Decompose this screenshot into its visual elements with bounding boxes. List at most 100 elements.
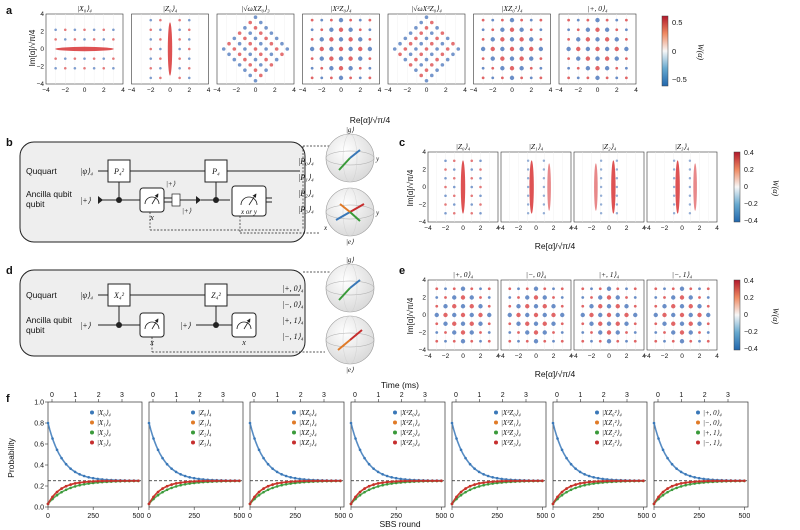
panel-a-feature-5-40 bbox=[529, 66, 533, 70]
panel-f-point-2-2-175 bbox=[280, 483, 283, 487]
panel-f-point-0-3-300 bbox=[100, 479, 104, 483]
panel-c-feature-0-3 bbox=[444, 176, 447, 180]
panel-c-xtick-3-2: 0 bbox=[680, 225, 684, 232]
panel-f-point-0-0-175 bbox=[78, 472, 81, 476]
panel-a-feature-4-26 bbox=[435, 36, 439, 41]
panel-a-feature-2-6 bbox=[253, 78, 258, 83]
panel-e-feature-2-42 bbox=[633, 287, 637, 291]
panel-c-feature-0-6 bbox=[444, 203, 447, 206]
panel-f-legend-marker-4-0 bbox=[494, 410, 498, 415]
panel-e-xtick-1-4: 4 bbox=[569, 353, 573, 360]
panel-f-point-1-3-350 bbox=[210, 479, 214, 483]
panel-f-point-0-2-100 bbox=[64, 488, 68, 492]
panel-c-feature-2-13 bbox=[615, 194, 619, 197]
panel-c-feature-0-13 bbox=[452, 203, 456, 206]
panel-f-subplot-5: 0 1 2 3 0 250 500 |XZ₀²⟩₄ |XZ₁²⟩₄ |XZ₂²⟩₄ |XZ₃²⟩₄ bbox=[551, 392, 649, 520]
panel-a-title-6: |+, 0⟩₄ bbox=[587, 4, 608, 13]
panel-f-point-2-3-400 bbox=[321, 479, 324, 483]
panel-e-colorbar bbox=[733, 279, 741, 351]
panel-a-feature-5-18 bbox=[500, 56, 505, 61]
panel-f-ytick-4: 0.8 bbox=[34, 421, 44, 428]
panel-f-legend-2-2: |XZ₂⟩₄ bbox=[299, 429, 317, 437]
panel-f-point-5-0-100 bbox=[569, 462, 573, 466]
panel-a-feature-2-42 bbox=[253, 15, 258, 20]
panel-f-point-1-2-175 bbox=[179, 483, 182, 487]
panel-a-feature-1-13 bbox=[159, 66, 162, 70]
panel-e-feature-0-16 bbox=[452, 304, 457, 309]
panel-f-point-2-3-75 bbox=[262, 487, 265, 490]
panel-f-point-0-3-350 bbox=[109, 479, 113, 483]
panel-a-feature-2-39 bbox=[269, 41, 274, 46]
panel-c-feature-0-22 bbox=[479, 159, 482, 163]
panel-f-toptick-1-2: 2 bbox=[198, 392, 202, 399]
panel-a-feature-2-37 bbox=[258, 31, 263, 35]
panel-a-feature-6-45 bbox=[624, 46, 629, 52]
panel-f-point-6-0-50 bbox=[661, 448, 665, 452]
panel-c-feature-0-10 bbox=[452, 176, 456, 180]
panel-a-feature-6-14 bbox=[586, 18, 590, 22]
bloch-b1-y: y bbox=[375, 155, 380, 163]
panel-a-feature-2-47 bbox=[280, 41, 284, 46]
panel-f-point-6-0-100 bbox=[670, 462, 674, 466]
panel-e-xtick-3-2: 0 bbox=[680, 353, 684, 360]
panel-f-legend-marker-3-0 bbox=[393, 410, 397, 415]
panel-f-frame-1 bbox=[148, 401, 244, 508]
panel-a-feature-0-15 bbox=[54, 57, 57, 60]
panel-e-feature-0-23 bbox=[460, 304, 466, 309]
panel-c-feature-2-7 bbox=[599, 203, 603, 206]
panel-e-cb-tick-3: −0.2 bbox=[744, 329, 758, 336]
panel-c-feature-2-9 bbox=[615, 159, 619, 162]
panel-e-cb-tick-1: 0.2 bbox=[744, 295, 754, 302]
panel-a-feature-6-18 bbox=[585, 56, 591, 61]
panel-e-xtick-2-2: 0 bbox=[607, 353, 611, 360]
panel-f-point-2-0-0 bbox=[248, 421, 252, 425]
panel-f-point-1-0-175 bbox=[179, 472, 182, 476]
panel-e-ytick-0-1: −2 bbox=[419, 330, 427, 337]
panel-a-feature-6-34 bbox=[605, 76, 609, 80]
panel-c-feature-0-1 bbox=[444, 159, 447, 163]
panel-c-feature-3-9 bbox=[688, 159, 692, 162]
panel-c-feature-3-5 bbox=[672, 185, 676, 189]
panel-f-point-5-3-0 bbox=[551, 502, 555, 506]
panel-f-point-2-0-100 bbox=[266, 462, 270, 466]
panel-a-xtick-6-0: −4 bbox=[555, 87, 563, 94]
panel-a-feature-4-47 bbox=[451, 52, 455, 57]
panel-e-feature-2-8 bbox=[590, 296, 593, 299]
panel-a-feature-4-23 bbox=[419, 52, 424, 57]
panel-e-feature-1-0 bbox=[508, 287, 512, 291]
panel-f-point-2-3-375 bbox=[316, 479, 320, 483]
panel-f-point-2-2-200 bbox=[284, 482, 288, 486]
panel-a-feature-4-22 bbox=[414, 57, 418, 62]
panel-b-ancilla-label-qubit: qubit bbox=[26, 199, 45, 209]
panel-a-feature-6-38 bbox=[614, 46, 619, 52]
panel-e-feature-1-15 bbox=[525, 295, 530, 300]
panel-e-feature-0-32 bbox=[469, 321, 474, 326]
panel-e-feature-1-1 bbox=[508, 296, 512, 299]
panel-letter-d: d bbox=[6, 265, 13, 277]
panel-a-feature-3-22 bbox=[338, 27, 344, 32]
panel-a-feature-2-40 bbox=[274, 47, 279, 51]
panel-e-xtick-2-3: 2 bbox=[625, 353, 629, 360]
panel-f-decay-plots: 0 1 2 3 0 250 500 0.0 0.2 0.4 0.6 0.8 1.0 |X₀⟩₄ |X₁⟩₄ |… bbox=[34, 392, 750, 520]
panel-e-xtick-1-2: 0 bbox=[534, 353, 538, 360]
panel-a-feature-1-6 bbox=[149, 66, 153, 70]
panel-f-legend-marker-5-2 bbox=[595, 430, 599, 435]
panel-f-legend-0-3: |X₃⟩₄ bbox=[97, 439, 111, 447]
panel-f-point-0-3-125 bbox=[69, 483, 72, 486]
panel-f-point-1-3-225 bbox=[188, 480, 191, 483]
panel-f-point-5-2-100 bbox=[569, 488, 573, 492]
panel-e-feature-2-23 bbox=[606, 304, 612, 309]
panel-f-point-3-3-350 bbox=[412, 479, 416, 483]
panel-f-xtick-2-1: 250 bbox=[289, 513, 301, 520]
panel-f-point-4-3-125 bbox=[473, 483, 476, 486]
panel-f-point-4-3-75 bbox=[464, 487, 467, 490]
panel-f-point-1-0-100 bbox=[165, 462, 169, 466]
panel-f-point-1-0-125 bbox=[170, 467, 173, 470]
panel-a-feature-1-11 bbox=[159, 47, 162, 51]
panel-a-plot-6: |+, 0⟩₄ −4 −2 0 2 4 bbox=[555, 4, 638, 94]
panel-e-feature-0-31 bbox=[469, 312, 474, 318]
panel-a-feature-6-40 bbox=[615, 66, 619, 70]
panel-f-subplot-3: 0 1 2 3 0 250 500 |X²Z₀⟩₄ |X²Z₁⟩₄ |X²Z₂⟩₄ |X²Z₃⟩₄ bbox=[349, 392, 447, 520]
panel-a-feature-5-9 bbox=[490, 37, 495, 42]
panel-a-feature-2-8 bbox=[232, 47, 237, 51]
